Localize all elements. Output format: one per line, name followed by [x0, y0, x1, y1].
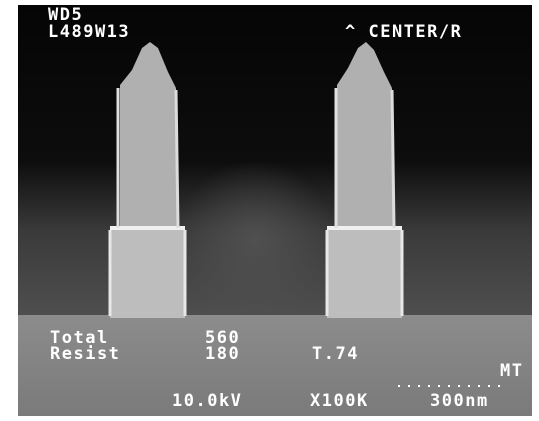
header-mode: ^ CENTER/R — [345, 22, 462, 42]
header-line2: L489W13 — [48, 22, 130, 42]
glow — [175, 160, 335, 320]
page: WD5 L489W13 ^ CENTER/R Total 560 Resist … — [0, 0, 539, 421]
measure-label: Resist — [50, 344, 120, 364]
operator: MT — [500, 361, 523, 381]
voltage: 10.0kV — [172, 391, 242, 411]
magnification: X100K — [310, 391, 369, 411]
measure-value: 180 — [205, 344, 240, 364]
scale: 300nm — [430, 391, 489, 411]
sem-image: WD5 L489W13 ^ CENTER/R Total 560 Resist … — [0, 0, 539, 421]
tilt: T.74 — [312, 344, 359, 364]
